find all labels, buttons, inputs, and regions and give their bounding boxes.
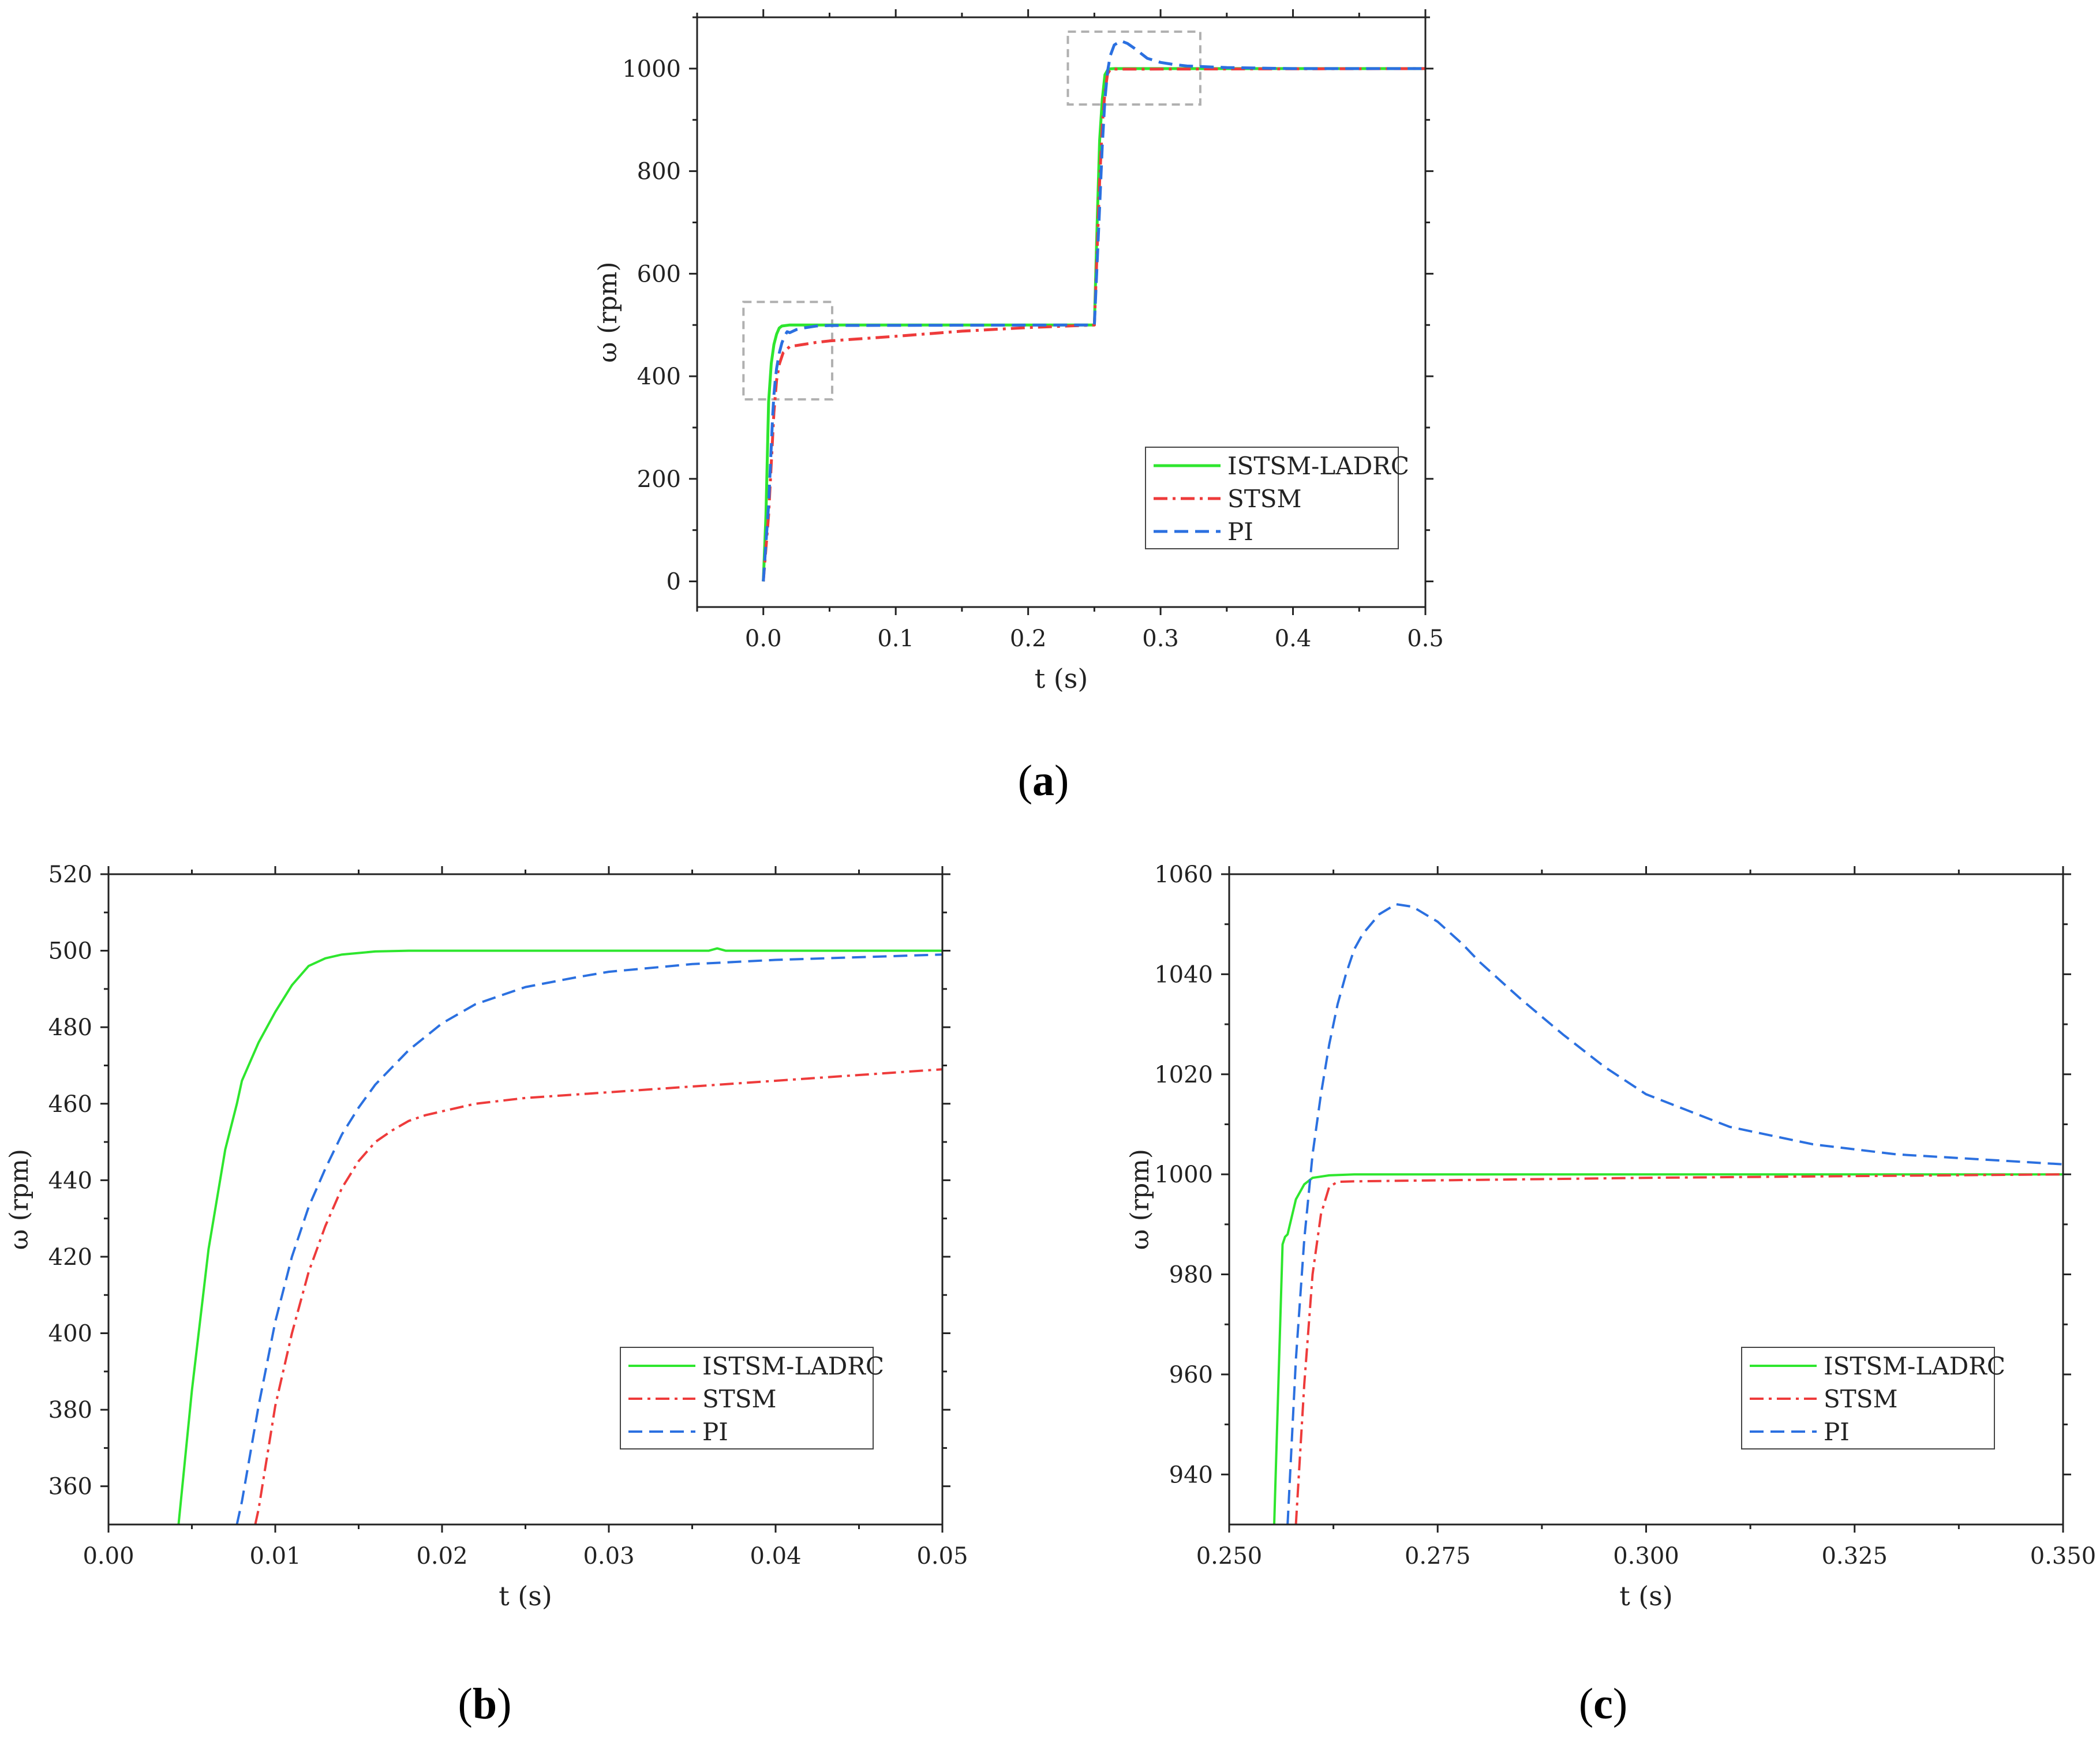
x-tick-label: 0.04 [750, 1543, 801, 1570]
y-tick-label: 400 [48, 1321, 92, 1347]
legend-label-stsm: STSM [702, 1385, 777, 1413]
caption-b: (b) [398, 1679, 571, 1729]
y-tick-label: 200 [637, 466, 681, 493]
caption-b-close: ) [497, 1680, 512, 1728]
legend-label-istsm-ladrc: ISTSM-LADRC [1227, 452, 1409, 480]
y-tick-label: 1060 [1154, 861, 1213, 888]
y-tick-label: 1000 [1154, 1162, 1213, 1188]
legend: ISTSM-LADRC STSM PI [1741, 1347, 2005, 1449]
y-axis-label: ω (rpm) [593, 261, 623, 362]
x-tick-label: 0.01 [249, 1543, 301, 1570]
x-tick-label: 0.3 [1142, 625, 1179, 652]
caption-a: (a) [957, 756, 1130, 806]
caption-c: (c) [1517, 1679, 1690, 1729]
y-tick-label: 1020 [1154, 1062, 1213, 1088]
x-tick-label: 0.5 [1407, 625, 1444, 652]
legend-label-pi: PI [1227, 518, 1253, 546]
y-tick-label: 480 [48, 1014, 92, 1041]
y-tick-label: 1040 [1154, 961, 1213, 988]
x-tick-label: 0.2 [1010, 625, 1047, 652]
y-tick-label: 800 [637, 159, 681, 185]
y-tick-label: 0 [667, 569, 681, 595]
caption-b-letter: b [472, 1680, 497, 1728]
caption-b-open: ( [458, 1680, 473, 1728]
y-tick-label: 440 [48, 1167, 92, 1194]
series-line-pi [235, 953, 942, 1525]
y-tick-label: 1000 [622, 56, 681, 83]
chart-b: 0.00 0.01 0.02 0.03 0.04 0.05 360 380 400 420 440 4… [5, 861, 968, 1612]
y-tick-label: 420 [48, 1244, 92, 1271]
series-line-istsm-ladrc [177, 947, 942, 1525]
x-tick-label: 0.300 [1613, 1543, 1679, 1570]
caption-a-open: ( [1017, 756, 1032, 805]
y-tick-label: 980 [1169, 1262, 1213, 1288]
legend-label-istsm-ladrc: ISTSM-LADRC [1824, 1352, 2005, 1380]
series-line-stsm [254, 1068, 942, 1525]
chart-a: 0.0 0.1 0.2 0.3 0.4 0.5 0 200 400 600 800 1000 t (s)… [593, 9, 1444, 694]
y-tick-label: 500 [48, 938, 92, 965]
y-tick-label: 400 [637, 364, 681, 390]
x-tick-label: 0.03 [583, 1543, 634, 1570]
y-tick-label: 520 [48, 861, 92, 888]
series-line-pi [762, 39, 1425, 582]
y-tick-label: 460 [48, 1091, 92, 1118]
x-tick-label: 0.275 [1405, 1543, 1471, 1570]
series-line-pi [1286, 903, 2063, 1525]
x-tick-label: 0.4 [1275, 625, 1312, 652]
x-tick-label: 0.1 [877, 625, 914, 652]
x-tick-label: 0.350 [2030, 1543, 2097, 1570]
legend-label-pi: PI [702, 1418, 728, 1446]
x-tick-label: 0.05 [916, 1543, 968, 1570]
x-tick-label: 0.00 [83, 1543, 134, 1570]
y-axis-label: ω (rpm) [1125, 1149, 1155, 1250]
x-tick-label: 0.0 [745, 625, 782, 652]
x-tick-label: 0.325 [1821, 1543, 1888, 1570]
y-axis-label: ω (rpm) [5, 1149, 34, 1250]
legend-label-stsm: STSM [1227, 485, 1302, 513]
x-tick-label: 0.250 [1196, 1543, 1263, 1570]
x-tick-label: 0.02 [416, 1543, 467, 1570]
plot-frame [696, 16, 1427, 608]
legend: ISTSM-LADRC STSM PI [620, 1347, 884, 1449]
legend-label-pi: PI [1824, 1418, 1850, 1446]
x-axis-label: t (s) [499, 1580, 552, 1612]
caption-c-open: ( [1578, 1680, 1594, 1728]
y-tick-label: 380 [48, 1397, 92, 1424]
caption-c-letter: c [1593, 1680, 1613, 1728]
caption-a-close: ) [1054, 756, 1069, 805]
zoom-box-2 [1066, 30, 1201, 106]
chart-c: 0.250 0.275 0.300 0.325 0.350 940 960 980 1000 10… [1125, 861, 2096, 1612]
y-tick-label: 600 [637, 261, 681, 287]
caption-a-letter: a [1032, 756, 1054, 805]
caption-c-close: ) [1612, 1680, 1628, 1728]
x-axis-label: t (s) [1619, 1580, 1673, 1612]
zoom-box-1 [742, 301, 834, 401]
y-tick-label: 940 [1169, 1462, 1213, 1488]
legend: ISTSM-LADRC STSM PI [1145, 447, 1409, 549]
legend-label-stsm: STSM [1824, 1385, 1898, 1413]
series-line-istsm-ladrc [1273, 1173, 2063, 1525]
series-line-stsm [1294, 1173, 2063, 1525]
y-tick-label: 960 [1169, 1362, 1213, 1388]
y-tick-label: 360 [48, 1474, 92, 1500]
legend-label-istsm-ladrc: ISTSM-LADRC [702, 1352, 884, 1380]
series-line-stsm [762, 67, 1425, 582]
x-axis-label: t (s) [1035, 663, 1088, 694]
